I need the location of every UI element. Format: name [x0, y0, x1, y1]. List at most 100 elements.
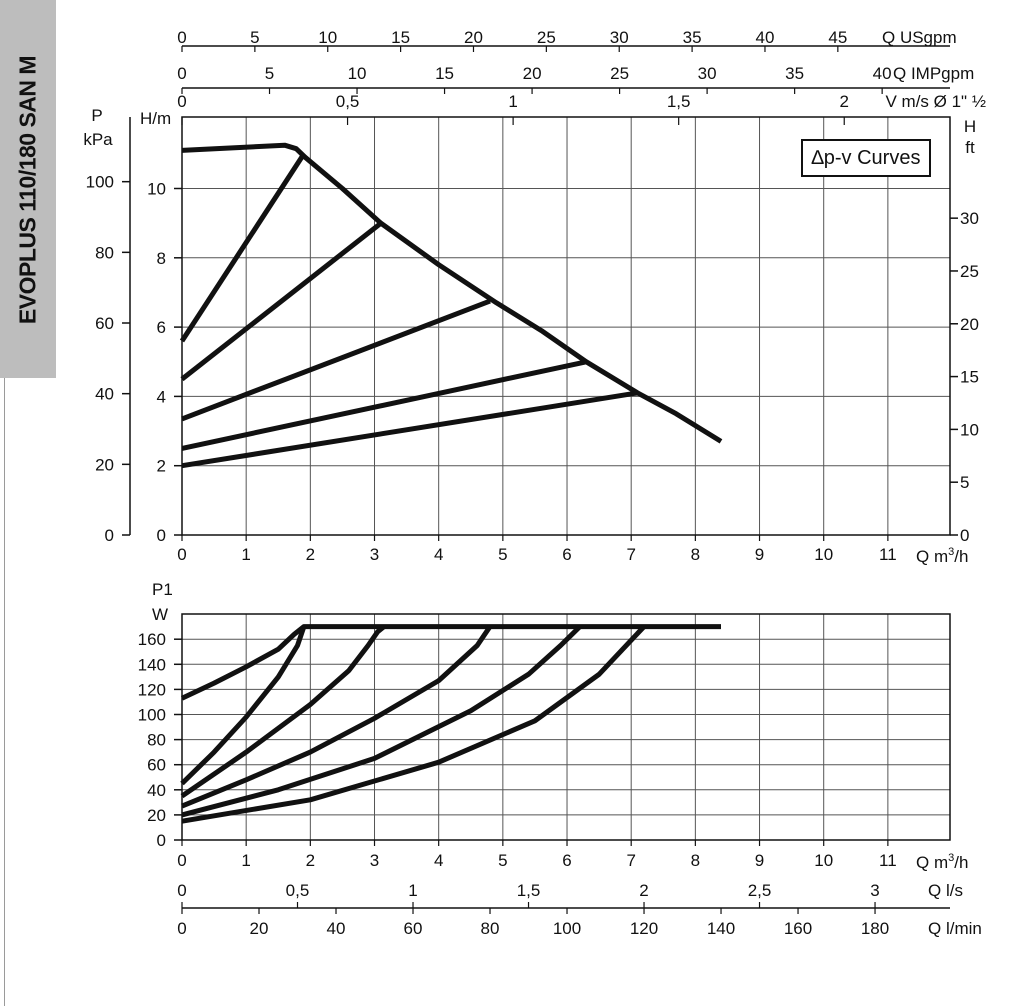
dp-v-curve-line [181, 390, 638, 469]
usgpm-axis-label: Q USgpm [882, 28, 957, 47]
impgpm-tick-label: 5 [265, 64, 274, 83]
dp-v-curve-line [180, 221, 383, 382]
legend-box: ∆p-v Curves [801, 139, 931, 177]
impgpm-tick-label: 25 [610, 64, 629, 83]
p1-tick-label: 160 [138, 630, 166, 649]
p1-tick-label: 80 [147, 731, 166, 750]
bottom-x-tick-label: 6 [562, 851, 571, 870]
top-x-axis-label: Q m3/h [916, 546, 968, 566]
usgpm-tick-label: 25 [537, 28, 556, 47]
ft-tick-label: 25 [960, 262, 979, 281]
p1-tick-label: 60 [147, 756, 166, 775]
kpa-tick-label: 100 [86, 173, 114, 192]
lmin-tick-label: 140 [707, 919, 735, 938]
p1-tick-label: 140 [138, 655, 166, 674]
p1-max-curve-line [180, 624, 721, 701]
top-x-tick-label: 11 [879, 545, 897, 564]
p1-tick-label: 100 [138, 706, 166, 725]
p1-curve-line [181, 625, 493, 809]
top-x-tick-label: 2 [306, 545, 315, 564]
h-m-tick-label: 8 [157, 249, 166, 268]
impgpm-tick-label: 35 [785, 64, 804, 83]
top-x-tick-label: 0 [177, 545, 186, 564]
ft-tick-label: 15 [960, 368, 979, 387]
kpa-tick-label: 20 [95, 455, 114, 474]
top-x-tick-label: 5 [498, 545, 507, 564]
impgpm-tick-label: 10 [348, 64, 367, 83]
top-plot-frame [181, 116, 951, 536]
ls-tick-label: 1,5 [517, 881, 541, 900]
impgpm-axis-label: Q IMPgpm [893, 64, 974, 83]
page-margin-line [4, 378, 5, 1006]
top-x-tick-label: 4 [434, 545, 443, 564]
ft-tick-label: 10 [960, 420, 979, 439]
impgpm-tick-label: 30 [698, 64, 717, 83]
impgpm-tick-label: 0 [177, 64, 186, 83]
usgpm-tick-label: 0 [177, 28, 186, 47]
bottom-x-tick-label: 1 [241, 851, 250, 870]
top-x-tick-label: 1 [241, 545, 250, 564]
h-m-tick-label: 4 [157, 387, 166, 406]
lmin-tick-label: 120 [630, 919, 658, 938]
watt-axis-label: W [152, 605, 168, 624]
usgpm-tick-label: 30 [610, 28, 629, 47]
lmin-tick-label: 40 [327, 919, 346, 938]
usgpm-tick-label: 40 [756, 28, 775, 47]
legend-label: ∆p-v Curves [811, 146, 921, 169]
dp-v-curve-line [181, 298, 491, 422]
ft-tick-label: 0 [960, 526, 969, 545]
top-x-tick-label: 8 [691, 545, 700, 564]
bottom-x-axis-label: Q m3/h [916, 852, 968, 872]
velocity-tick-label: 2 [840, 92, 849, 111]
max-curve-line [181, 142, 723, 444]
lmin-tick-label: 160 [784, 919, 812, 938]
lmin-tick-label: 80 [481, 919, 500, 938]
ls-axis-label: Q l/s [928, 881, 963, 900]
lmin-tick-label: 180 [861, 919, 889, 938]
bottom-x-tick-label: 0 [177, 851, 186, 870]
bottom-x-tick-label: 4 [434, 851, 443, 870]
bottom-x-tick-label: 2 [306, 851, 315, 870]
p1-curve-line [181, 624, 582, 818]
ft-tick-label: 30 [960, 209, 979, 228]
p1-tick-label: 20 [147, 806, 166, 825]
impgpm-tick-label: 15 [435, 64, 454, 83]
side-tab: EVOPLUS 110/180 SAN M [0, 0, 56, 378]
usgpm-tick-label: 35 [683, 28, 702, 47]
h-ft-axis-label: H [964, 117, 976, 136]
bottom-x-tick-label: 9 [755, 851, 764, 870]
velocity-axis-label: V m/s Ø 1" ½ [885, 92, 986, 111]
ft-tick-label: 5 [960, 473, 969, 492]
top-x-tick-label: 10 [814, 545, 833, 564]
bottom-plot-frame [181, 613, 951, 841]
lmin-tick-label: 0 [177, 919, 186, 938]
kpa-tick-label: 0 [105, 526, 114, 545]
usgpm-tick-label: 15 [391, 28, 410, 47]
p1-tick-label: 0 [157, 831, 166, 850]
top-x-tick-label: 6 [562, 545, 571, 564]
kpa-axis-label: kPa [83, 130, 113, 149]
lmin-tick-label: 60 [404, 919, 423, 938]
h-m-tick-label: 6 [157, 318, 166, 337]
lmin-tick-label: 20 [250, 919, 269, 938]
velocity-tick-label: 1,5 [667, 92, 691, 111]
h-m-tick-label: 2 [157, 457, 166, 476]
impgpm-tick-label: 40 [873, 64, 892, 83]
h-m-axis-label: H/m [140, 109, 171, 128]
ls-tick-label: 2 [639, 881, 648, 900]
dp-v-curve-line [179, 152, 306, 343]
top-x-tick-label: 7 [626, 545, 635, 564]
bottom-x-tick-label: 3 [370, 851, 379, 870]
usgpm-tick-label: 20 [464, 28, 483, 47]
bottom-x-tick-label: 10 [814, 851, 833, 870]
usgpm-tick-label: 5 [250, 28, 259, 47]
velocity-tick-label: 0,5 [336, 92, 360, 111]
ls-tick-label: 3 [870, 881, 879, 900]
p1-curve-line [180, 625, 307, 786]
h-m-tick-label: 0 [157, 526, 166, 545]
top-x-tick-label: 3 [370, 545, 379, 564]
bottom-x-tick-label: 5 [498, 851, 507, 870]
ls-tick-label: 2,5 [748, 881, 772, 900]
p1-tick-label: 120 [138, 680, 166, 699]
velocity-tick-label: 1 [508, 92, 517, 111]
